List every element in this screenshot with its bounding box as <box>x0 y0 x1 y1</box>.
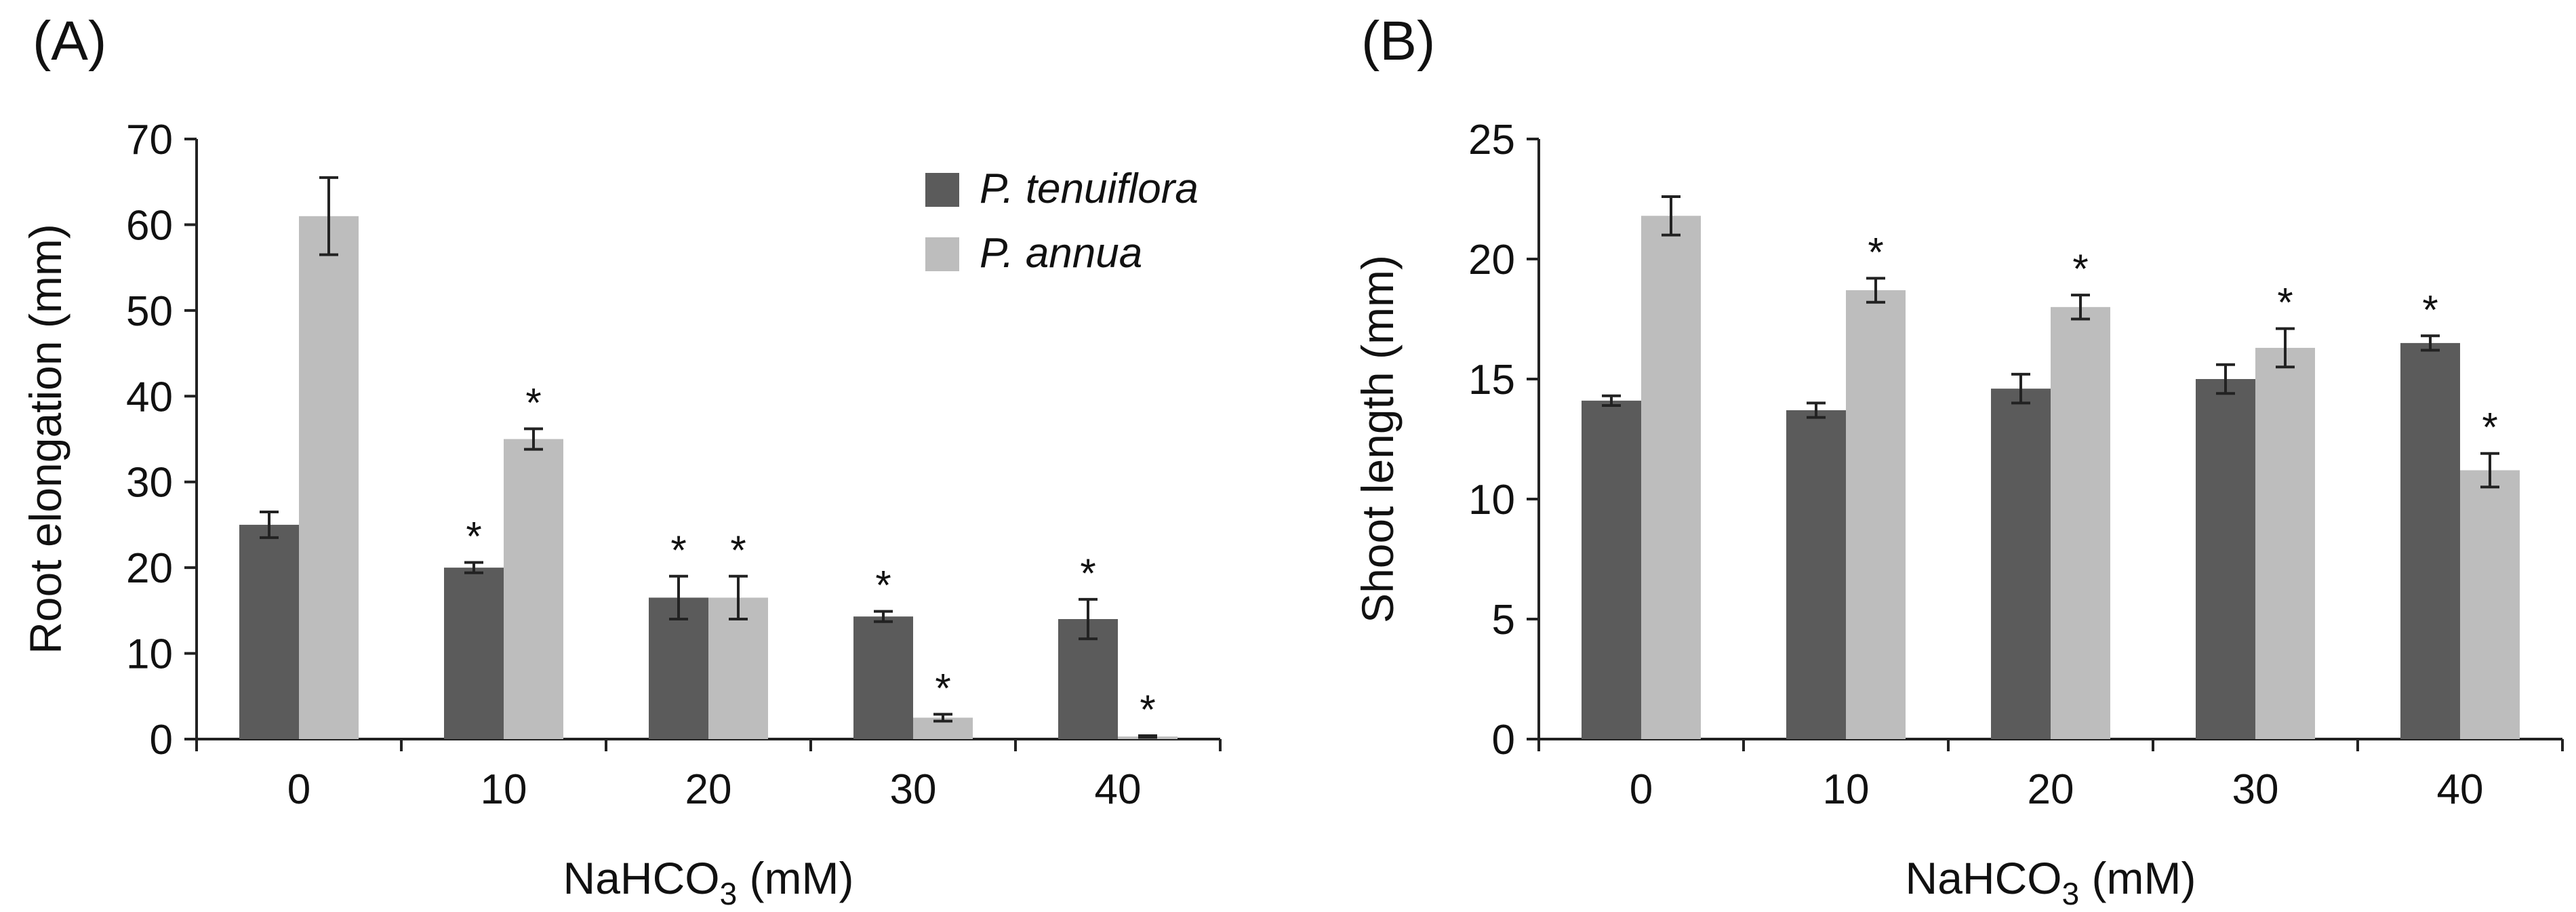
legend-label: P. tenuiflora <box>980 165 1199 212</box>
x-tick-label: 10 <box>481 766 527 813</box>
y-tick-label: 20 <box>1468 237 1515 283</box>
bar-p-annua <box>1846 290 1906 739</box>
y-tick-label: 70 <box>126 117 173 163</box>
y-axis-title: Shoot length (mm) <box>1352 255 1403 623</box>
bar-p-annua <box>2255 347 2315 739</box>
bar-p-tenuiflora <box>444 568 504 739</box>
bar-p-tenuiflora <box>1991 389 2051 739</box>
y-tick-label: 40 <box>126 374 173 420</box>
bar-p-annua <box>504 439 563 739</box>
y-tick-label: 5 <box>1492 597 1515 643</box>
bar-p-tenuiflora <box>2196 379 2255 739</box>
bar-p-tenuiflora <box>853 616 913 739</box>
legend-swatch <box>925 173 959 207</box>
x-tick-label: 30 <box>2232 766 2279 813</box>
x-tick-label: 0 <box>287 766 310 813</box>
x-tick-label: 20 <box>685 766 732 813</box>
x-axis-title: NaHCO3 (mM) <box>1906 853 2196 911</box>
significance-star: * <box>1140 687 1155 732</box>
significance-star: * <box>670 528 686 573</box>
significance-star: * <box>2422 287 2438 332</box>
bar-p-tenuiflora <box>1582 400 1641 739</box>
x-tick-label: 10 <box>1823 766 1870 813</box>
panel-label: (B) <box>1361 10 1435 72</box>
x-tick-label: 40 <box>2437 766 2484 813</box>
bar-p-tenuiflora <box>1786 410 1846 739</box>
y-tick-label: 10 <box>1468 477 1515 523</box>
y-tick-label: 60 <box>126 202 173 249</box>
bar-p-annua <box>2460 470 2520 739</box>
significance-star: * <box>1868 229 1883 275</box>
bar-p-tenuiflora <box>2400 342 2460 739</box>
significance-star: * <box>2072 246 2088 292</box>
x-tick-label: 20 <box>2028 766 2074 813</box>
x-axis-title: NaHCO3 (mM) <box>563 853 854 911</box>
significance-star: * <box>1080 551 1095 596</box>
bar-p-annua <box>708 597 768 739</box>
bar-p-annua <box>299 216 359 739</box>
y-tick-label: 10 <box>126 631 173 678</box>
significance-star: * <box>2277 280 2293 325</box>
y-tick-label: 50 <box>126 288 173 335</box>
y-tick-label: 15 <box>1468 357 1515 403</box>
bar-p-annua <box>1641 216 1701 739</box>
legend-swatch <box>925 237 959 271</box>
x-tick-label: 30 <box>890 766 937 813</box>
chart-panel-a: (A) 0 10 20 30 40 50 60 70 0 * * 10 * * 20 * * 30 * * 40 NaHCO… <box>20 10 1222 911</box>
significance-star: * <box>466 514 481 559</box>
y-tick-label: 20 <box>126 545 173 592</box>
significance-star: * <box>730 528 746 573</box>
x-tick-label: 0 <box>1630 766 1653 813</box>
significance-star: * <box>935 665 950 711</box>
significance-star: * <box>875 563 891 608</box>
y-tick-label: 30 <box>126 460 173 507</box>
y-axis-title: Root elongation (mm) <box>20 224 71 654</box>
y-tick-label: 0 <box>1492 717 1515 764</box>
x-tick-label: 40 <box>1095 766 1142 813</box>
bar-p-tenuiflora <box>239 524 299 739</box>
panel-label: (A) <box>33 10 106 72</box>
legend-label: P. annua <box>980 230 1142 277</box>
bar-p-annua <box>2051 306 2110 739</box>
significance-star: * <box>2482 405 2497 450</box>
bar-p-tenuiflora <box>649 597 708 739</box>
y-tick-label: 25 <box>1468 117 1515 163</box>
significance-star: * <box>525 380 541 425</box>
y-tick-label: 0 <box>150 717 173 764</box>
chart-panel-b: (B) 0 5 10 15 20 25 0 * 10 * 20 * 30 * * 40 NaHCO3 (mM) Sh… <box>1352 10 2564 911</box>
